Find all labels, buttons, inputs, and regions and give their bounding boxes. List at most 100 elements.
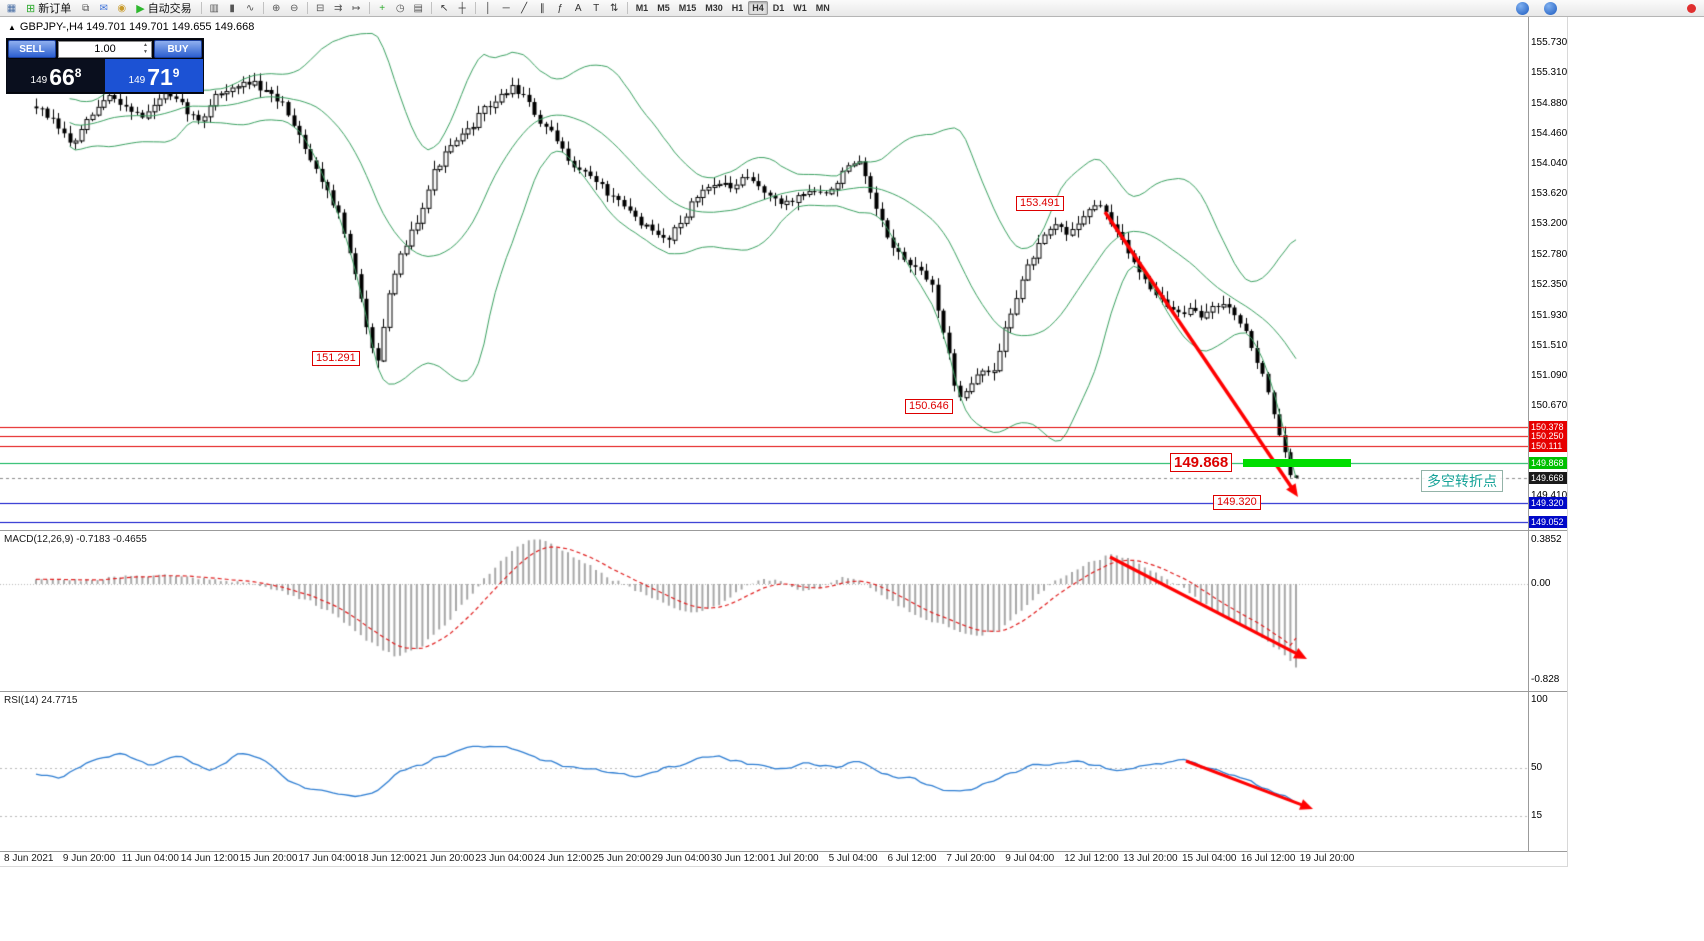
indicators-icon[interactable]: + [374, 1, 391, 16]
tile-windows-icon: ⊟ [315, 2, 325, 14]
window-right-border [1567, 17, 1568, 866]
macd-scale-zero: 0.00 [1531, 578, 1551, 589]
zoom-out-icon[interactable]: ⊖ [286, 1, 303, 16]
price-callout: 149.320 [1213, 495, 1261, 510]
toolbar-separator [200, 2, 202, 14]
timeframe-h4-button[interactable]: H4 [748, 1, 768, 15]
timeframe-m5-button[interactable]: M5 [657, 3, 670, 13]
timeframe-d1-button[interactable]: D1 [772, 3, 785, 13]
timeframe-w1-button[interactable]: W1 [793, 3, 807, 13]
price-axis-tick: 151.090 [1531, 369, 1568, 381]
bar-chart-icon[interactable]: ▥ [206, 1, 223, 16]
main-chart-canvas[interactable] [0, 17, 1528, 530]
price-level-badge: 150.378 [1529, 420, 1567, 433]
cursor-icon: ↖ [439, 2, 449, 14]
auto-scroll-icon[interactable]: ⇉ [330, 1, 347, 16]
toolbar-separator [474, 2, 476, 14]
rsi-scale-100: 100 [1531, 694, 1548, 705]
time-axis-label: 15 Jul 04:00 [1182, 853, 1237, 864]
arrow-tools-icon[interactable]: ⇅ [606, 1, 623, 16]
one-click-trading-panel: SELL 1.00 ▲ ▼ BUY 149 66 8 149 71 9 [6, 38, 204, 94]
volume-down-icon[interactable]: ▼ [143, 49, 148, 55]
price-scale-border [1528, 17, 1529, 851]
time-axis-label: 6 Jul 12:00 [887, 853, 937, 864]
vertical-line-icon[interactable]: │ [480, 1, 497, 16]
charts-grid-icon[interactable]: ⧉ [77, 1, 94, 16]
periods-icon: ◷ [395, 2, 405, 14]
tile-windows-icon[interactable]: ⊟ [312, 1, 329, 16]
price-axis-tick: 155.310 [1531, 66, 1568, 78]
timeframe-h1-button[interactable]: H1 [731, 3, 744, 13]
timeframe-m1-button[interactable]: M1 [635, 3, 649, 13]
macd-label: MACD(12,26,9) -0.7183 -0.4655 [4, 534, 147, 545]
new-order-button[interactable]: ⊞ 新订单 [21, 1, 76, 16]
auto-trading-icon: ▶ [136, 2, 145, 15]
timeframe-mn-button[interactable]: MN [815, 3, 830, 13]
timeframe-m30-button[interactable]: M30 [705, 3, 723, 13]
price-level-badge: 150.250 [1529, 430, 1567, 443]
price-level-badge: 149.320 [1529, 496, 1567, 509]
text-icon[interactable]: A [570, 1, 587, 16]
buy-price-display[interactable]: 149 71 9 [105, 59, 203, 92]
macd-panel-canvas[interactable] [0, 531, 1528, 691]
volume-input[interactable]: 1.00 ▲ ▼ [58, 40, 152, 58]
chart-shift-icon[interactable]: ↦ [348, 1, 365, 16]
time-axis-label: 12 Jul 12:00 [1064, 853, 1119, 864]
sell-price-pip: 8 [74, 66, 82, 80]
chat-icon[interactable]: ✉ [95, 1, 112, 16]
time-axis-label: 9 Jun 20:00 [62, 853, 116, 864]
price-callout: 151.291 [312, 351, 360, 366]
volume-stepper[interactable]: ▲ ▼ [141, 42, 150, 57]
candlestick-chart-icon[interactable]: ▮ [224, 1, 241, 16]
time-axis-label: 16 Jul 12:00 [1240, 853, 1296, 864]
time-axis-label: 21 Jun 20:00 [416, 853, 475, 864]
horizontal-line-icon[interactable]: ─ [498, 1, 515, 16]
cursor-icon[interactable]: ↖ [436, 1, 453, 16]
chart-window-icon[interactable]: ▦ [3, 1, 20, 16]
volume-up-icon[interactable]: ▲ [143, 42, 148, 48]
metaquotes-community-icon[interactable] [1516, 2, 1529, 15]
timeframe-m15-button[interactable]: M15 [678, 3, 697, 13]
periods-icon[interactable]: ◷ [392, 1, 409, 16]
time-axis-label: 7 Jul 20:00 [946, 853, 996, 864]
channel-icon[interactable]: ∥ [534, 1, 551, 16]
price-axis-tick: 154.880 [1531, 97, 1568, 109]
price-callout: 153.491 [1016, 196, 1064, 211]
toolbar-separator [626, 2, 628, 14]
buy-price-main: 71 [147, 64, 173, 90]
crosshair-icon[interactable]: ┼ [454, 1, 471, 16]
label-icon[interactable]: T [588, 1, 605, 16]
sell-price-display[interactable]: 149 66 8 [7, 59, 105, 92]
auto-trading-button[interactable]: ▶ 自动交易 [131, 1, 196, 16]
time-axis-label: 29 Jun 04:00 [651, 853, 710, 864]
panel-separator[interactable] [0, 691, 1568, 692]
sell-button[interactable]: SELL [8, 40, 56, 58]
panel-separator[interactable] [0, 530, 1568, 531]
templates-icon[interactable]: ▤ [410, 1, 427, 16]
fibonacci-icon[interactable]: ƒ [552, 1, 569, 16]
price-axis-tick: 155.730 [1531, 36, 1568, 48]
price-axis-tick: 154.460 [1531, 127, 1568, 139]
collapse-panel-icon[interactable]: ▲ [8, 23, 16, 32]
notification-dot-icon [1687, 4, 1696, 13]
buy-button[interactable]: BUY [154, 40, 202, 58]
trendline-icon[interactable]: ╱ [516, 1, 533, 16]
macd-scale-min: -0.828 [1531, 674, 1560, 685]
macd-scale-max: 0.3852 [1531, 534, 1562, 545]
mql5-profile-icon[interactable] [1544, 2, 1557, 15]
time-axis-label: 1 Jul 20:00 [769, 853, 819, 864]
chart-title: ▲ GBPJPY-,H4 149.701 149.701 149.655 149.… [8, 21, 254, 33]
time-axis-label: 19 Jul 20:00 [1299, 853, 1355, 864]
arrow-tools-icon: ⇅ [609, 2, 619, 14]
rsi-panel-canvas[interactable] [0, 692, 1528, 851]
zoom-in-icon[interactable]: ⊕ [268, 1, 285, 16]
channel-icon: ∥ [539, 2, 545, 14]
trendline-icon: ╱ [521, 2, 528, 14]
line-chart-icon[interactable]: ∿ [242, 1, 259, 16]
community-icon[interactable]: ◉ [113, 1, 130, 16]
label-icon: T [593, 2, 600, 14]
time-axis-label: 23 Jun 04:00 [475, 853, 534, 864]
bar-chart-icon: ▥ [209, 2, 219, 14]
rsi-label: RSI(14) 24.7715 [4, 695, 78, 706]
toolbar-separator [430, 2, 432, 14]
